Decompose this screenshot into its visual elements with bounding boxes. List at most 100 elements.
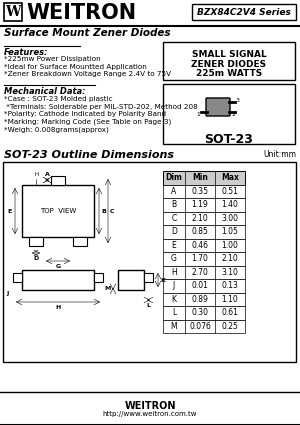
Text: G: G — [171, 254, 177, 263]
Text: 0.89: 0.89 — [192, 295, 208, 304]
Text: M: M — [171, 322, 177, 331]
Bar — [192, 4, 296, 20]
Text: A: A — [45, 172, 50, 177]
Bar — [4, 3, 22, 21]
Text: A: A — [171, 187, 177, 196]
Text: 2.10: 2.10 — [192, 214, 208, 223]
Text: http://www.weitron.com.tw: http://www.weitron.com.tw — [103, 411, 197, 417]
Text: WEITRON: WEITRON — [26, 3, 136, 23]
Text: H: H — [34, 172, 38, 177]
Bar — [73, 237, 87, 246]
Text: 0.51: 0.51 — [222, 187, 238, 196]
Text: 0.13: 0.13 — [222, 281, 238, 290]
Text: *Case : SOT-23 Molded plastic: *Case : SOT-23 Molded plastic — [4, 96, 112, 102]
Text: Surface Mount Zener Diodes: Surface Mount Zener Diodes — [4, 28, 170, 38]
Text: L: L — [146, 303, 150, 308]
Bar — [3, 162, 296, 362]
Bar — [163, 306, 245, 320]
Bar — [13, 273, 22, 282]
Bar — [163, 42, 295, 80]
Text: 0.46: 0.46 — [191, 241, 208, 250]
Text: SOT-23 Outline Dimensions: SOT-23 Outline Dimensions — [4, 150, 174, 160]
Bar — [163, 212, 245, 225]
Text: Max: Max — [221, 173, 239, 182]
Text: *Ideal for Surface Mountted Application: *Ideal for Surface Mountted Application — [4, 63, 147, 70]
Bar — [163, 279, 245, 292]
Text: 0.85: 0.85 — [192, 227, 208, 236]
Text: *Terminals: Solderable per MIL-STD-202, Method 208: *Terminals: Solderable per MIL-STD-202, … — [4, 104, 198, 110]
Text: Features:: Features: — [4, 48, 49, 57]
Text: W: W — [5, 5, 21, 19]
Text: J: J — [173, 281, 175, 290]
Bar — [163, 266, 245, 279]
Bar — [144, 273, 153, 282]
Bar — [22, 185, 94, 237]
Text: 1.40: 1.40 — [222, 200, 238, 209]
Text: H: H — [171, 268, 177, 277]
Text: TOP  VIEW: TOP VIEW — [40, 208, 76, 214]
Text: 3.00: 3.00 — [221, 214, 239, 223]
Text: Unit:mm: Unit:mm — [263, 150, 296, 159]
Bar — [163, 171, 245, 184]
Text: 3.10: 3.10 — [222, 268, 238, 277]
Text: E: E — [8, 209, 12, 213]
Text: M: M — [105, 286, 111, 291]
Text: 2.10: 2.10 — [222, 254, 238, 263]
Text: K: K — [172, 295, 176, 304]
Text: D: D — [33, 256, 39, 261]
Text: 1.05: 1.05 — [222, 227, 238, 236]
Text: ZENER DIODES: ZENER DIODES — [191, 60, 267, 68]
Bar — [118, 270, 144, 290]
Text: 1.10: 1.10 — [222, 295, 238, 304]
Bar — [163, 292, 245, 306]
Text: *Weigh: 0.008grams(approx): *Weigh: 0.008grams(approx) — [4, 126, 109, 133]
Text: 2.70: 2.70 — [192, 268, 208, 277]
Bar — [163, 238, 245, 252]
Text: 0.61: 0.61 — [222, 308, 238, 317]
Text: *225mw Power Dissipation: *225mw Power Dissipation — [4, 56, 101, 62]
Bar — [163, 198, 245, 212]
FancyBboxPatch shape — [206, 98, 230, 116]
Bar — [51, 176, 65, 185]
Text: 1.19: 1.19 — [192, 200, 208, 209]
Text: *Marking: Marking Code (See Table on Page 3): *Marking: Marking Code (See Table on Pag… — [4, 119, 171, 125]
Bar — [163, 225, 245, 238]
Text: C: C — [171, 214, 177, 223]
Text: E: E — [172, 241, 176, 250]
Text: B: B — [171, 200, 177, 209]
Text: 2: 2 — [231, 111, 235, 116]
Text: D: D — [171, 227, 177, 236]
Bar — [163, 84, 295, 144]
Text: *Polarity: Cathode Indicated by Polarity Band: *Polarity: Cathode Indicated by Polarity… — [4, 111, 166, 117]
Text: 1: 1 — [196, 111, 200, 116]
Text: L: L — [172, 308, 176, 317]
Text: 1.00: 1.00 — [222, 241, 238, 250]
Text: B: B — [101, 209, 106, 213]
Text: 0.076: 0.076 — [189, 322, 211, 331]
Bar — [94, 273, 103, 282]
Text: 1.70: 1.70 — [192, 254, 208, 263]
Text: G: G — [56, 264, 61, 269]
Text: WEITRON: WEITRON — [124, 401, 176, 411]
Bar — [29, 237, 43, 246]
Text: K: K — [160, 278, 165, 283]
Bar — [22, 270, 94, 290]
Text: *Zener Breakdown Voltage Range 2.4V to 75V: *Zener Breakdown Voltage Range 2.4V to 7… — [4, 71, 171, 77]
Bar — [0, 0, 300, 40]
Text: 3: 3 — [236, 97, 240, 102]
Text: 0.30: 0.30 — [191, 308, 208, 317]
Text: 0.35: 0.35 — [191, 187, 208, 196]
Text: Min: Min — [192, 173, 208, 182]
Text: Mechanical Data:: Mechanical Data: — [4, 87, 86, 96]
Text: 225m WATTS: 225m WATTS — [196, 69, 262, 78]
Text: SMALL SIGNAL: SMALL SIGNAL — [192, 50, 266, 59]
Text: J: J — [7, 292, 9, 297]
Text: H: H — [56, 305, 61, 310]
Text: 0.25: 0.25 — [222, 322, 238, 331]
Bar — [163, 320, 245, 333]
Text: C: C — [110, 209, 115, 213]
Text: 0.01: 0.01 — [192, 281, 208, 290]
Bar — [163, 184, 245, 198]
Text: SOT-23: SOT-23 — [205, 133, 254, 146]
Bar — [163, 252, 245, 266]
